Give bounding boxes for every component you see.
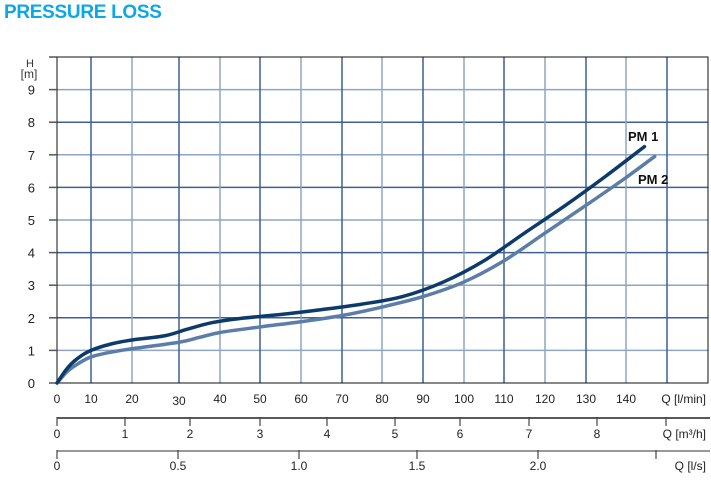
y-tick-label: 5: [28, 213, 35, 228]
y-tick-label: 9: [28, 83, 35, 98]
x-tick-label: 40: [213, 392, 227, 406]
x-axis-label: Q [l/min]: [661, 392, 706, 406]
secondary-tick-label: 1.5: [409, 459, 426, 473]
y-axis-label: [m]: [21, 67, 38, 81]
y-axis-label: H: [26, 58, 34, 70]
secondary-tick-label: 7: [526, 427, 533, 441]
secondary-tick-label: 0: [54, 427, 61, 441]
x-tick-label: 70: [335, 392, 349, 406]
x-tick-label: 100: [454, 392, 474, 406]
chart-title: PRESSURE LOSS: [4, 2, 162, 23]
secondary-tick-label: 1.0: [291, 459, 308, 473]
y-tick-label: 0: [28, 376, 35, 391]
x-tick-label: 10: [84, 392, 98, 406]
y-tick-label: 2: [28, 311, 35, 326]
y-tick-label: 3: [28, 278, 35, 293]
x-tick-label: 50: [253, 392, 267, 406]
x-tick-label: 110: [494, 392, 513, 406]
y-tick-label: 8: [28, 115, 35, 130]
x-tick-label: 80: [375, 392, 389, 406]
secondary-tick-label: 3: [257, 427, 264, 441]
secondary-tick-label: 5: [392, 427, 399, 441]
legend-label-pm1: PM 1: [628, 129, 658, 144]
secondary-tick-label: 2.0: [530, 459, 547, 473]
x-tick-label: 30: [172, 394, 186, 408]
secondary-tick-label: 0: [54, 459, 61, 473]
y-tick-label: 7: [28, 148, 35, 163]
x-tick-label: 140: [616, 392, 636, 406]
secondary-axis-label: Q [m³/h]: [663, 427, 706, 441]
x-tick-label: 120: [535, 392, 555, 406]
series-line-pm2: [55, 154, 657, 385]
y-tick-label: 6: [28, 180, 35, 195]
y-tick-label: 4: [28, 246, 35, 261]
secondary-tick-label: 0.5: [170, 459, 187, 473]
legend-label-pm2: PM 2: [638, 172, 668, 187]
x-tick-label: 60: [294, 392, 308, 406]
secondary-tick-label: 4: [324, 427, 331, 441]
secondary-tick-label: 2: [187, 427, 194, 441]
secondary-axis-label: Q [l/s]: [675, 459, 706, 473]
x-tick-label: 0: [54, 392, 61, 406]
series-line-pm1: [55, 144, 647, 385]
x-tick-label: 130: [576, 392, 596, 406]
secondary-tick-label: 1: [122, 427, 129, 441]
y-tick-label: 1: [28, 343, 35, 358]
x-tick-label: 20: [125, 392, 139, 406]
secondary-tick-label: 6: [457, 427, 464, 441]
x-tick-label: 90: [416, 392, 430, 406]
secondary-tick-label: 8: [594, 427, 601, 441]
